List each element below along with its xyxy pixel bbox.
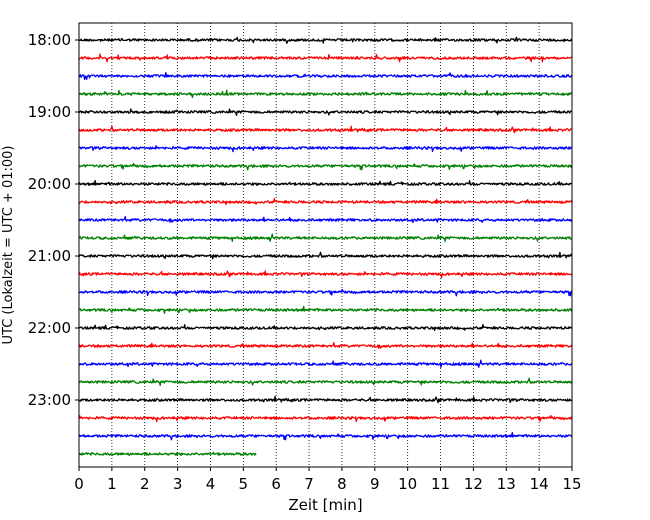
trace-line-2130: [78, 288, 573, 297]
trace-line-1815: [78, 53, 572, 63]
trace-line-2030: [78, 215, 573, 224]
trace-line-2330: [78, 431, 573, 441]
x-tick-label: 1: [107, 475, 117, 493]
trace-line-2145: [78, 305, 573, 314]
trace-line-2000: [78, 179, 573, 186]
y-tick-label: 19:00: [28, 103, 71, 121]
x-tick-label: 11: [431, 475, 450, 493]
x-tick-label: 2: [140, 475, 150, 493]
grid-layer: [111, 23, 540, 467]
trace-line-1945: [78, 162, 573, 171]
trace-line-2245: [78, 377, 573, 387]
trace-line-1800: [78, 36, 573, 44]
y-tick-label: 21:00: [28, 247, 71, 265]
trace-line-2015: [78, 197, 573, 206]
trace-line-2115: [78, 270, 573, 279]
trace-line-1930: [78, 145, 573, 153]
x-tick-label: 15: [562, 475, 581, 493]
trace-line-2045: [78, 233, 572, 243]
x-tick-label: 14: [530, 475, 549, 493]
x-tick-label: 7: [304, 475, 314, 493]
trace-line-2215: [78, 341, 572, 349]
trace-line-2230: [78, 359, 573, 368]
y-axis-ticks: 18:00 19:00 20:00 21:00 22:00 23:00: [28, 31, 79, 409]
trace-line-2100: [78, 251, 573, 260]
x-tick-label: 0: [74, 475, 84, 493]
y-tick-label: 23:00: [28, 391, 71, 409]
x-tick-label: 5: [239, 475, 249, 493]
y-axis-label: UTC (Lokalzeit = UTC + 01:00): [1, 146, 16, 345]
x-tick-label: 10: [398, 475, 417, 493]
x-tick-label: 9: [370, 475, 380, 493]
x-tick-label: 4: [206, 475, 216, 493]
x-tick-label: 13: [497, 475, 516, 493]
trace-line-2315: [78, 414, 573, 423]
trace-line-1830: [78, 71, 573, 81]
x-tick-label: 12: [464, 475, 483, 493]
trace-line-1845: [78, 89, 573, 99]
trace-line-2345: [78, 451, 257, 456]
y-tick-label: 20:00: [28, 175, 71, 193]
trace-line-1915: [78, 125, 572, 134]
trace-line-2300: [78, 395, 573, 404]
trace-line-2200: [78, 323, 573, 332]
x-axis-ticks: 0 1 2 3 4 5 6 7 8 9 10 11 12 13 14 15: [74, 467, 582, 493]
x-axis-label: Zeit [min]: [288, 496, 362, 514]
trace-layer: [78, 36, 573, 456]
y-tick-label: 22:00: [28, 319, 71, 337]
trace-line-1900: [78, 108, 572, 117]
y-tick-label: 18:00: [28, 31, 71, 49]
x-tick-label: 6: [271, 475, 281, 493]
x-tick-label: 3: [173, 475, 183, 493]
axes-frame: [78, 22, 573, 468]
x-tick-label: 8: [337, 475, 347, 493]
